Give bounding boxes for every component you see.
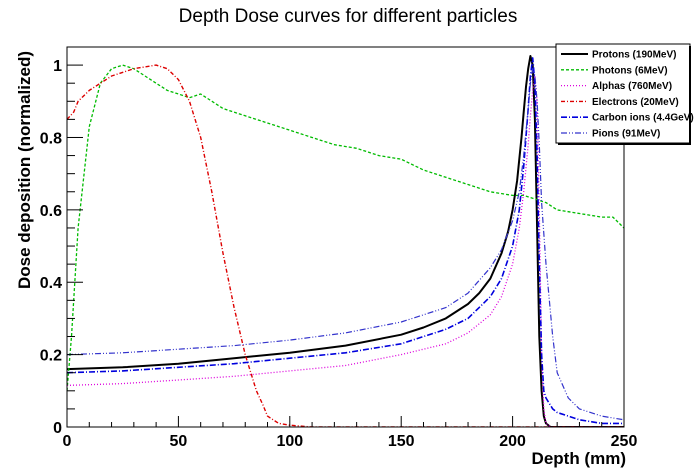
- series-line-3: [67, 64, 624, 427]
- y-tick-label: 0.4: [40, 275, 62, 292]
- series-line-1: [67, 64, 624, 391]
- legend-label-0: Protons (190MeV): [592, 50, 676, 61]
- y-tick-label: 1: [53, 58, 62, 75]
- x-tick-label: 200: [499, 433, 526, 450]
- y-tick-label: 0.8: [40, 130, 62, 147]
- y-axis-title: Dose deposition (normalized): [15, 51, 34, 289]
- x-tick-label: 50: [170, 433, 188, 450]
- series-line-2: [67, 75, 624, 427]
- legend: Protons (190MeV) Photons (6MeV) Alphas (76…: [555, 43, 694, 145]
- x-axis-ticks: 0 50 100 150 200 250: [63, 416, 638, 450]
- plot-frame: [66, 46, 625, 428]
- series-line-4: [67, 57, 624, 425]
- y-axis-ticks: 0 0.2 0.4 0.6 0.8 1: [40, 46, 83, 437]
- series-line-0: [67, 55, 624, 427]
- x-tick-label: 0: [63, 433, 72, 450]
- x-tick-label: 250: [611, 433, 638, 450]
- y-tick-label: 0: [53, 420, 62, 437]
- series-line-5: [67, 68, 624, 421]
- legend-label-4: Carbon ions (4.4GeV): [592, 113, 694, 124]
- x-axis-title: Depth (mm): [532, 449, 626, 468]
- y-tick-label: 0.6: [40, 203, 62, 220]
- x-tick-label: 150: [388, 433, 415, 450]
- legend-label-5: Pions (91MeV): [592, 129, 660, 140]
- legend-label-1: Photons (6MeV): [592, 65, 668, 76]
- chart-title: Depth Dose curves for different particle…: [179, 6, 518, 27]
- y-tick-label: 0.2: [40, 348, 62, 365]
- legend-label-3: Electrons (20MeV): [592, 97, 679, 108]
- x-tick-label: 100: [276, 433, 303, 450]
- legend-label-2: Alphas (760MeV): [592, 81, 672, 92]
- series-layer: [67, 55, 624, 427]
